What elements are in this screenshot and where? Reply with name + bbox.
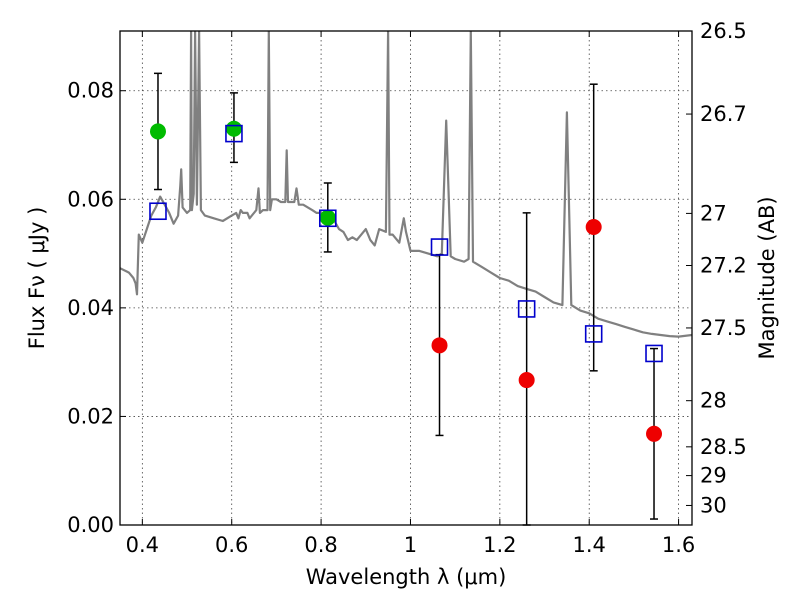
plot-frame bbox=[119, 30, 693, 526]
data-point bbox=[431, 337, 448, 354]
data-point bbox=[646, 425, 663, 442]
y-tick-label: 0.02 bbox=[67, 404, 114, 428]
y2-tick-label: 28.5 bbox=[700, 435, 747, 459]
y2-tick-label: 29 bbox=[700, 464, 727, 488]
x-tick-label: 0.4 bbox=[126, 533, 159, 557]
x-tick-label: 1.2 bbox=[483, 533, 516, 557]
x-tick-label: 1 bbox=[404, 533, 417, 557]
y2-tick-label: 27 bbox=[700, 201, 727, 225]
model-point bbox=[318, 209, 337, 228]
x-axis-label: Wavelength λ (μm) bbox=[306, 565, 507, 589]
y2-tick-label: 26.7 bbox=[700, 102, 747, 126]
y2-tick-label: 27.2 bbox=[700, 254, 747, 278]
y-tick-label: 0.04 bbox=[67, 296, 114, 320]
x-tick-label: 0.6 bbox=[215, 533, 248, 557]
data-point bbox=[585, 218, 602, 235]
model-point bbox=[517, 300, 536, 318]
data-point bbox=[518, 372, 535, 389]
x-tick-label: 1.4 bbox=[573, 533, 606, 557]
data-point bbox=[225, 120, 242, 137]
y2-tick-label: 27.5 bbox=[700, 316, 747, 340]
y2-tick-label: 28 bbox=[700, 389, 727, 413]
y-axis-label: Flux Fν ( μJy ) bbox=[25, 207, 49, 350]
y-tick-label: 0.06 bbox=[67, 187, 114, 211]
y2-tick-label: 26.5 bbox=[700, 19, 747, 43]
y2-axis-label: Magnitude (AB) bbox=[755, 196, 779, 359]
x-tick-label: 0.8 bbox=[304, 533, 337, 557]
y-tick-label: 0.08 bbox=[67, 79, 114, 103]
data-point bbox=[149, 123, 166, 140]
model-point bbox=[645, 344, 663, 363]
axis-layer: 0.4 0.6 0.8 1 1.2 1.4 1.6 0.00 0.02 0.04 0.06 0.08 2… bbox=[67, 19, 747, 557]
x-tick-label: 1.6 bbox=[662, 533, 695, 557]
y-tick-label: 0.00 bbox=[67, 513, 114, 537]
model-point bbox=[430, 238, 449, 256]
y2-tick-label: 30 bbox=[700, 493, 727, 517]
model-point bbox=[584, 325, 603, 343]
data-point bbox=[319, 209, 336, 226]
marker-layer bbox=[149, 72, 663, 526]
grid-layer bbox=[120, 31, 692, 525]
model-point bbox=[225, 124, 243, 143]
model-point bbox=[149, 202, 167, 221]
